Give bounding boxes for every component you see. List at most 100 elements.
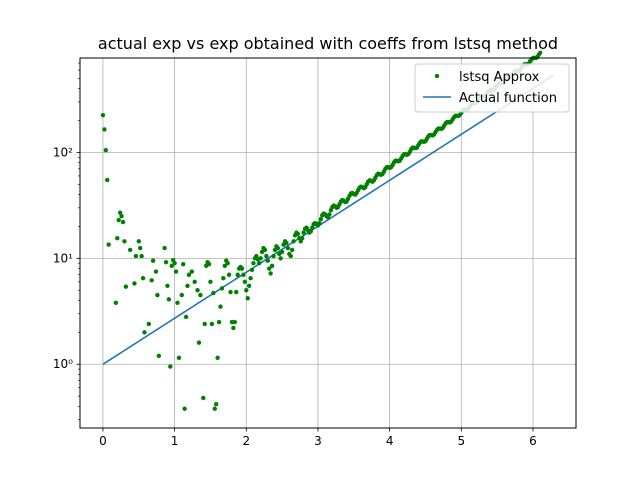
lstsq-point	[189, 269, 195, 274]
lstsq-point	[156, 353, 162, 359]
plot-frame	[79, 57, 577, 429]
lstsq-point	[221, 275, 226, 281]
lstsq-point	[120, 219, 126, 225]
legend: lstsq Approx Actual function	[414, 63, 570, 113]
lstsq-point	[258, 256, 263, 261]
x-axis: 0 1 2 3 4 5 6	[99, 428, 537, 448]
lstsq-point	[202, 321, 207, 327]
legend-marker-lstsq	[434, 73, 440, 79]
lstsq-point	[212, 406, 217, 411]
lstsq-point	[105, 177, 110, 183]
lstsq-point	[275, 245, 281, 251]
lstsq-point	[295, 231, 301, 237]
x-tick-label: 0	[99, 434, 107, 448]
lstsq-point	[192, 279, 197, 285]
lstsq-point	[226, 272, 232, 277]
lstsq-point	[262, 247, 268, 253]
lstsq-point	[301, 230, 306, 235]
lstsq-point	[117, 210, 123, 215]
lstsq-point	[211, 290, 216, 296]
lstsq-point	[149, 278, 154, 283]
lstsq-point	[245, 296, 250, 301]
lstsq-point	[175, 300, 180, 306]
lstsq-point	[219, 286, 225, 291]
lstsq-point	[256, 261, 262, 266]
lstsq-point	[278, 256, 283, 261]
lstsq-point	[218, 304, 223, 309]
x-tick-label: 3	[314, 434, 322, 448]
lstsq-point	[198, 292, 203, 298]
lstsq-point	[225, 261, 230, 266]
lstsq-point	[166, 297, 172, 302]
lstsq-point	[216, 319, 222, 325]
y-axis: 10⁰ 10¹ 10²	[53, 62, 80, 420]
lstsq-point	[248, 275, 253, 281]
lstsq-point	[139, 253, 144, 259]
lstsq-point	[146, 321, 152, 327]
lstsq-point	[173, 269, 179, 274]
lstsq-point	[279, 249, 285, 255]
lstsq-point	[102, 127, 107, 132]
x-tick-label: 5	[457, 434, 465, 448]
lstsq-point	[231, 325, 236, 331]
y-tick-label: 10⁰	[53, 357, 73, 371]
lstsq-point	[269, 263, 275, 269]
lstsq-point	[165, 283, 170, 289]
grid-lines	[80, 58, 576, 428]
actual-function-line	[102, 74, 554, 365]
lstsq-point	[222, 263, 227, 269]
lstsq-point	[271, 253, 276, 259]
lstsq-point	[267, 266, 272, 271]
lstsq-point	[115, 236, 120, 241]
lstsq-point	[133, 253, 139, 259]
lstsq-point	[284, 240, 289, 246]
x-tick-label: 1	[171, 434, 179, 448]
lstsq-point	[208, 279, 213, 285]
lstsq-point	[291, 239, 296, 244]
lstsq-point	[127, 247, 133, 253]
lstsq-point	[169, 263, 174, 269]
lstsq-point	[213, 401, 219, 407]
lstsq-point	[122, 239, 127, 244]
lstsq-point	[132, 281, 137, 286]
lstsq-point	[106, 242, 111, 247]
lstsq-point	[246, 283, 252, 289]
lstsq-point	[163, 259, 169, 265]
lstsq-point	[186, 272, 192, 277]
lstsq-point	[100, 112, 106, 118]
legend-label-actual: Actual function	[459, 91, 557, 106]
x-tick-label: 4	[386, 434, 394, 448]
chart-title: actual exp vs exp obtained with coeffs f…	[98, 34, 558, 53]
lstsq-point	[288, 253, 293, 259]
lstsq-point	[268, 271, 273, 276]
lstsq-point	[228, 289, 233, 295]
y-tick-label: 10²	[53, 145, 73, 159]
lstsq-point	[285, 245, 291, 251]
lstsq-point	[310, 225, 315, 230]
lstsq-point	[235, 272, 240, 277]
lstsq-point	[103, 148, 109, 153]
lstsq-point	[162, 245, 167, 251]
lstsq-point	[182, 406, 187, 411]
lstsq-point	[317, 220, 322, 226]
lstsq-point	[195, 288, 200, 293]
lstsq-point	[209, 321, 215, 327]
lstsq-point	[183, 314, 189, 320]
lstsq-point	[234, 289, 239, 295]
lstsq-point	[318, 216, 324, 222]
lstsq-point	[206, 262, 212, 267]
lstsq-point	[264, 253, 269, 259]
lstsq-point	[185, 283, 190, 289]
lstsq-point	[242, 279, 248, 285]
lstsq-point	[172, 261, 177, 266]
lstsq-point	[153, 269, 159, 274]
lstsq-point	[116, 217, 121, 223]
lstsq-point	[113, 300, 119, 306]
actual-function-layer	[102, 74, 554, 365]
x-tick-label: 6	[529, 434, 537, 448]
lstsq-point	[244, 288, 249, 293]
lstsq-point	[241, 272, 246, 277]
lstsq-point	[181, 262, 186, 267]
lstsq-point	[289, 247, 295, 253]
